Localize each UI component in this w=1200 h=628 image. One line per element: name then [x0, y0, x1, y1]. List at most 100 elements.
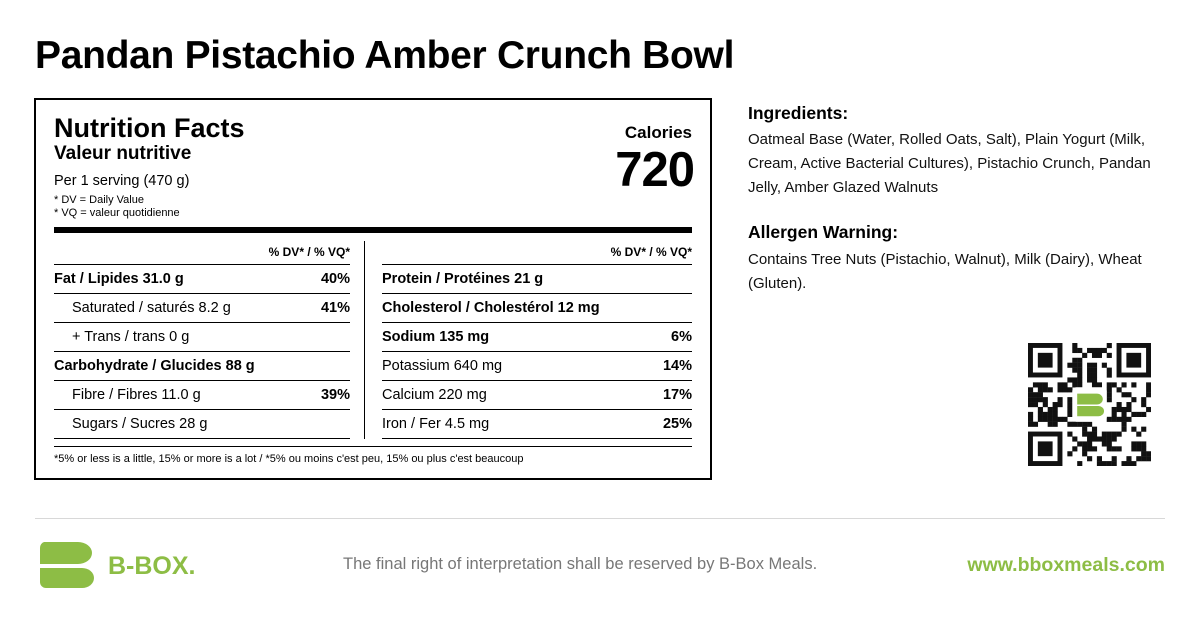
- nutrient-label: + Trans / trans 0 g: [72, 329, 190, 345]
- qr-module: [1101, 362, 1107, 368]
- qr-module: [1141, 402, 1147, 408]
- qr-module: [1096, 382, 1102, 388]
- qr-module: [1111, 461, 1117, 466]
- qr-module: [1077, 357, 1083, 363]
- qr-module: [1146, 451, 1151, 457]
- nutrient-row: Cholesterol / Cholestérol 12 mg: [382, 294, 692, 323]
- qr-module: [1057, 397, 1063, 403]
- qr-module: [1106, 461, 1112, 466]
- qr-module: [1082, 446, 1088, 452]
- qr-module: [1116, 431, 1122, 437]
- qr-module: [1087, 436, 1093, 442]
- qr-module: [1101, 431, 1107, 437]
- qr-module: [1052, 411, 1058, 417]
- qr-module: [1121, 421, 1127, 427]
- daily-value: 40%: [320, 271, 350, 287]
- qr-module: [1141, 426, 1147, 432]
- qr-module: [1101, 347, 1107, 354]
- qr-module: [1146, 456, 1151, 462]
- qr-module: [1091, 372, 1098, 378]
- qr-module: [1141, 441, 1147, 447]
- qr-module: [1091, 431, 1098, 437]
- qr-module: [1047, 416, 1053, 422]
- qr-module: [1121, 461, 1127, 466]
- dv-header: % DV* / % VQ*: [268, 245, 350, 259]
- qr-module: [1028, 416, 1034, 422]
- logo-mark: [39, 542, 94, 588]
- calories-label: Calories: [624, 123, 692, 142]
- qr-module: [1057, 402, 1063, 408]
- qr-module: [1091, 347, 1098, 354]
- qr-module: [1072, 382, 1078, 388]
- qr-module: [1131, 426, 1137, 432]
- qr-module: [1111, 431, 1117, 437]
- daily-value: 41%: [320, 300, 350, 316]
- qr-module: [1072, 367, 1078, 373]
- qr-module: [1096, 352, 1102, 358]
- qr-logo: [1077, 393, 1103, 405]
- nutrient-label: Fibre / Fibres 11.0 g: [72, 387, 201, 403]
- qr-module: [1121, 382, 1127, 388]
- qr-module: [1106, 352, 1112, 358]
- qr-module: [1062, 382, 1068, 388]
- qr-module: [1101, 461, 1107, 466]
- daily-value: 14%: [662, 358, 692, 374]
- qr-module: [1136, 431, 1142, 437]
- qr-module: [1087, 377, 1093, 383]
- qr-module: [1052, 416, 1058, 422]
- qr-module: [1047, 411, 1053, 417]
- website[interactable]: www.bboxmeals.com: [967, 554, 1165, 576]
- qr-module: [1131, 397, 1137, 403]
- nutrient-row: + Trans / trans 0 g: [54, 323, 350, 352]
- qr-module: [1067, 411, 1073, 417]
- qr-module: [1067, 362, 1073, 368]
- qr-module: [1082, 431, 1088, 437]
- qr-module: [1047, 387, 1053, 393]
- qr-module: [1082, 451, 1088, 457]
- qr-module: [1111, 436, 1117, 442]
- qr-module: [1037, 392, 1043, 398]
- qr-module: [1116, 402, 1122, 408]
- qr-module: [1028, 397, 1034, 403]
- nutrient-label: Calcium 220 mg: [382, 387, 487, 403]
- qr-module: [1106, 446, 1112, 452]
- qr-module: [1126, 416, 1132, 422]
- qr-module: [1091, 367, 1098, 373]
- ingredients-heading: Ingredients:: [748, 103, 849, 123]
- qr-logo: [1077, 405, 1105, 417]
- qr-module: [1042, 382, 1048, 388]
- qr-module: [1126, 402, 1132, 408]
- qr-module: [1141, 446, 1147, 452]
- qr-module: [1116, 387, 1122, 393]
- nutrient-row: Protein / Protéines 21 g: [382, 265, 692, 294]
- qr-module: [1096, 436, 1102, 442]
- nutrient-label: Protein / Protéines 21 g: [382, 271, 544, 287]
- qr-module: [1116, 406, 1122, 413]
- qr-module: [1047, 406, 1053, 413]
- nutrient-row: Fat / Lipides 31.0 g 40%: [54, 265, 350, 294]
- qr-module: [1067, 406, 1073, 413]
- qr-module: [1077, 441, 1083, 447]
- qr-module: [1146, 392, 1151, 398]
- note-vq: * VQ = valeur quotidienne: [54, 207, 180, 219]
- qr-module: [1067, 431, 1073, 437]
- divider: [35, 518, 1165, 519]
- qr-module: [1067, 397, 1073, 403]
- qr-module: [1116, 446, 1122, 452]
- thick-rule: [54, 227, 692, 233]
- qr-module: [1111, 382, 1117, 388]
- qr-module: [1126, 461, 1132, 466]
- qr-module: [1057, 387, 1063, 393]
- nutrient-label: Sodium 135 mg: [382, 329, 490, 345]
- note-dv: * DV = Daily Value: [54, 194, 144, 206]
- qr-module: [1032, 402, 1039, 408]
- qr-module: [1037, 416, 1043, 422]
- qr-module: [1091, 426, 1098, 432]
- qr-module: [1087, 362, 1093, 368]
- qr-module: [1131, 461, 1137, 466]
- allergen-text: Contains Tree Nuts (Pistachio, Walnut), …: [748, 251, 1142, 292]
- nutrient-row: Carbohydrate / Glucides 88 g: [54, 352, 350, 381]
- qr-module: [1032, 392, 1039, 398]
- qr-module: [1072, 343, 1078, 349]
